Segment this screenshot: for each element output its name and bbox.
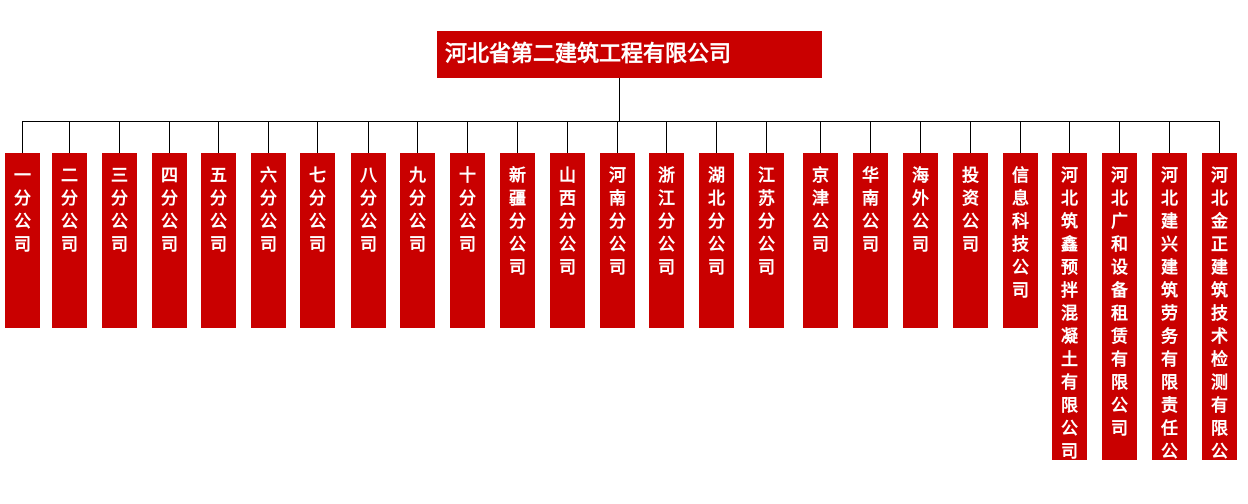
subsidiary-label: 河北筑鑫预拌混凝土有限公司 — [1061, 166, 1078, 462]
subsidiary-label: 河北金正建筑技术检测有限公司 — [1211, 166, 1228, 485]
subsidiary-label: 新疆分公司 — [509, 166, 526, 278]
subsidiary-label: 三分公司 — [111, 166, 128, 255]
subsidiary-node: 六分公司 — [251, 153, 286, 328]
subsidiary-node: 河北金正建筑技术检测有限公司 — [1202, 153, 1237, 485]
subsidiary-node: 浙江分公司 — [649, 153, 684, 328]
child-connector — [920, 121, 921, 153]
subsidiary-label: 华南公司 — [862, 166, 879, 255]
subsidiary-label: 海外公司 — [912, 166, 929, 255]
child-connector — [1219, 121, 1220, 153]
child-connector — [970, 121, 971, 153]
child-connector — [1020, 121, 1021, 153]
subsidiary-label: 山西分公司 — [559, 166, 576, 278]
subsidiary-label: 江苏分公司 — [758, 166, 775, 278]
subsidiary-label: 湖北分公司 — [708, 166, 725, 278]
child-connector — [716, 121, 717, 153]
subsidiary-node: 八分公司 — [351, 153, 386, 328]
subsidiary-node: 江苏分公司 — [749, 153, 784, 328]
child-connector — [22, 121, 23, 153]
subsidiary-node: 二分公司 — [52, 153, 87, 328]
subsidiary-label: 六分公司 — [260, 166, 277, 255]
subsidiary-label: 京津公司 — [812, 166, 829, 255]
child-connector — [119, 121, 120, 153]
subsidiary-node: 华南公司 — [853, 153, 888, 328]
root-company-node: 河北省第二建筑工程有限公司 — [437, 31, 822, 78]
subsidiary-node: 五分公司 — [201, 153, 236, 328]
subsidiary-node: 河北广和设备租赁有限公司 — [1102, 153, 1137, 460]
subsidiary-label: 河北广和设备租赁有限公司 — [1111, 166, 1128, 439]
child-connector — [517, 121, 518, 153]
subsidiary-label: 九分公司 — [409, 166, 426, 255]
child-connector — [666, 121, 667, 153]
child-connector — [617, 121, 618, 153]
subsidiary-node: 十分公司 — [450, 153, 485, 328]
child-connector — [69, 121, 70, 153]
child-connector — [317, 121, 318, 153]
child-connector — [820, 121, 821, 153]
subsidiary-node: 湖北分公司 — [699, 153, 734, 328]
subsidiary-label: 七分公司 — [309, 166, 326, 255]
child-connector — [467, 121, 468, 153]
subsidiary-label: 五分公司 — [210, 166, 227, 255]
subsidiary-node: 信息科技公司 — [1003, 153, 1038, 328]
subsidiary-node: 四分公司 — [152, 153, 187, 328]
child-connector — [870, 121, 871, 153]
subsidiary-node: 七分公司 — [300, 153, 335, 328]
child-connector — [417, 121, 418, 153]
child-connector — [766, 121, 767, 153]
child-connector — [1069, 121, 1070, 153]
subsidiary-node: 河北建兴建筑劳务有限责任公司 — [1152, 153, 1187, 485]
subsidiary-label: 二分公司 — [61, 166, 78, 255]
child-connector — [1119, 121, 1120, 153]
child-connector — [218, 121, 219, 153]
root-connector — [619, 78, 620, 121]
subsidiary-node: 九分公司 — [400, 153, 435, 328]
subsidiary-label: 信息科技公司 — [1012, 166, 1029, 301]
subsidiary-label: 河北建兴建筑劳务有限责任公司 — [1161, 166, 1178, 485]
subsidiary-label: 四分公司 — [161, 166, 178, 255]
child-connector — [368, 121, 369, 153]
child-connector — [567, 121, 568, 153]
subsidiary-node: 一分公司 — [5, 153, 40, 328]
subsidiary-label: 一分公司 — [14, 166, 31, 255]
subsidiary-label: 投资公司 — [962, 166, 979, 255]
subsidiary-node: 三分公司 — [102, 153, 137, 328]
subsidiary-node: 投资公司 — [953, 153, 988, 328]
subsidiary-label: 浙江分公司 — [658, 166, 675, 278]
child-connector — [169, 121, 170, 153]
subsidiary-node: 山西分公司 — [550, 153, 585, 328]
child-connector — [1169, 121, 1170, 153]
child-connector — [268, 121, 269, 153]
subsidiary-node: 海外公司 — [903, 153, 938, 328]
subsidiary-node: 河南分公司 — [600, 153, 635, 328]
subsidiary-label: 河南分公司 — [609, 166, 626, 278]
subsidiary-node: 河北筑鑫预拌混凝土有限公司 — [1052, 153, 1087, 462]
subsidiary-label: 八分公司 — [360, 166, 377, 255]
horizontal-bus-line — [22, 121, 1220, 122]
subsidiary-node: 新疆分公司 — [500, 153, 535, 328]
subsidiary-node: 京津公司 — [803, 153, 838, 328]
subsidiary-label: 十分公司 — [459, 166, 476, 255]
